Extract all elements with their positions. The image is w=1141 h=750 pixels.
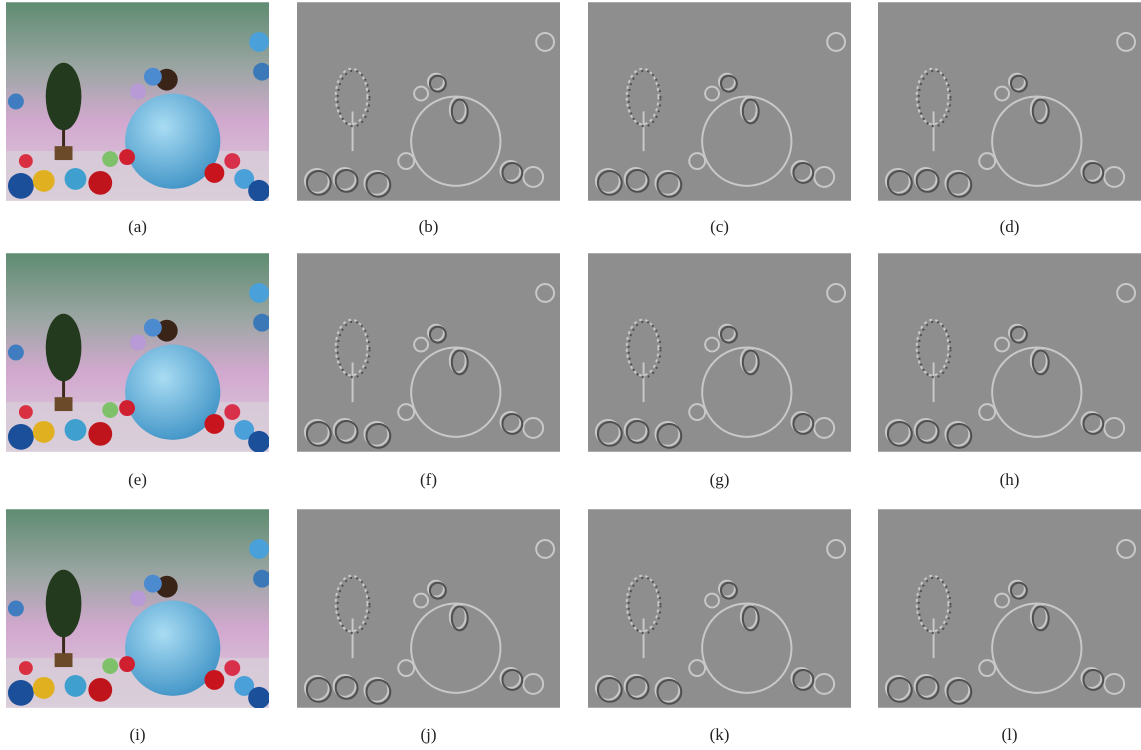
filtered-image bbox=[588, 2, 851, 200]
color-image bbox=[6, 2, 271, 201]
filtered-image bbox=[878, 253, 1141, 451]
filtered-image bbox=[878, 2, 1141, 200]
filtered-image bbox=[588, 253, 851, 451]
panel-label: (e) bbox=[128, 470, 147, 489]
filtered-image bbox=[297, 253, 560, 451]
panel-label: (d) bbox=[1000, 217, 1020, 236]
color-image bbox=[6, 253, 271, 452]
panel-label: (f) bbox=[420, 470, 437, 489]
panel-label: (c) bbox=[710, 217, 729, 236]
filtered-image bbox=[297, 2, 560, 200]
panel-label: (a) bbox=[128, 217, 147, 236]
panel-label: (b) bbox=[419, 217, 439, 236]
figure: (a) (b) (c) (d) (e) (f) (g) (h) (i) (j) (k) (l) bbox=[0, 0, 1141, 750]
filtered-image bbox=[878, 509, 1141, 707]
color-image bbox=[6, 509, 271, 708]
panel-label: (i) bbox=[129, 725, 145, 744]
panel-label: (h) bbox=[1000, 470, 1020, 489]
filtered-image bbox=[297, 509, 560, 707]
filtered-image bbox=[588, 509, 851, 707]
panel-label: (l) bbox=[1001, 725, 1017, 744]
panel-label: (g) bbox=[710, 470, 730, 489]
panel-label: (k) bbox=[710, 725, 730, 744]
panel-label: (j) bbox=[420, 725, 436, 744]
